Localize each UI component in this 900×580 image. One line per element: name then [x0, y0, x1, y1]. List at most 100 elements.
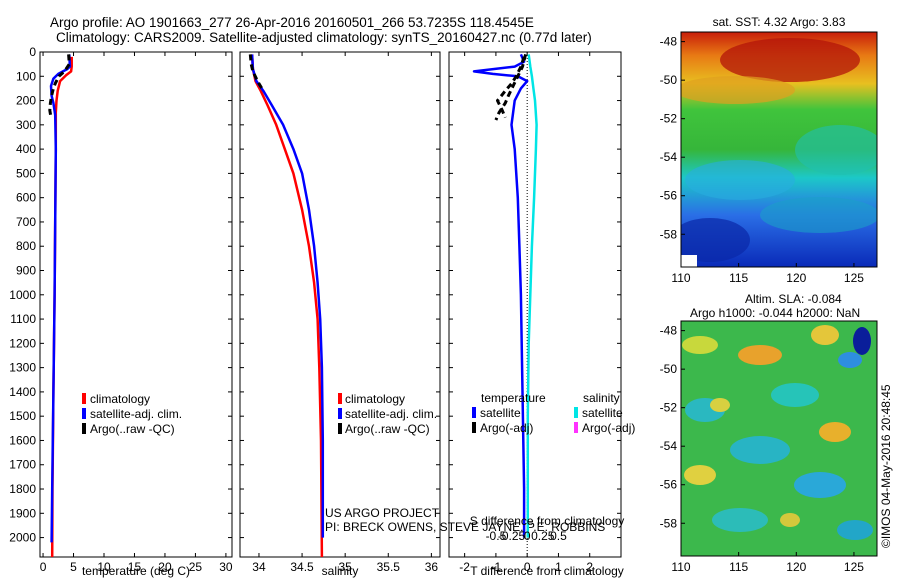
sla-map-axes [680, 320, 878, 557]
sla-map-subtitle: Argo h1000: -0.044 h2000: NaN [690, 306, 860, 320]
lat-tick-label: -54 [660, 439, 678, 453]
lat-tick-label: -56 [660, 478, 678, 492]
figure-subtitle: Climatology: CARS2009. Satellite-adjuste… [56, 30, 592, 45]
legend-group-temperature: temperature [481, 391, 546, 405]
s-difference-axis-label: S difference from climatology [470, 514, 625, 528]
lon-tick-label: 120 [786, 271, 806, 285]
temperature-axis-ticks: 0 5 10 15 20 25 30 [40, 52, 233, 574]
difference-axes [448, 51, 622, 558]
x-tick-label: 34.5 [290, 560, 314, 574]
depth-tick-label: 700 [16, 215, 36, 229]
x-tick-label: 25 [189, 560, 203, 574]
temperature-axis-label: temperature (deg C) [82, 564, 190, 578]
difference-panel: -2 -1 0 1 2 S difference from climatology -0… [448, 51, 635, 578]
s-diff-tick-label: 0.5 [550, 529, 567, 543]
temperature-series [48, 54, 73, 557]
depth-tick-label: 500 [16, 166, 36, 180]
salinity-axes [239, 51, 441, 558]
lon-tick-label: 125 [844, 271, 864, 285]
difference-series [472, 52, 538, 557]
legend-swatch-s-satellite [574, 407, 578, 418]
lon-tick-label: 110 [671, 271, 690, 285]
x-tick-label: 35 [338, 560, 352, 574]
s-diff-tick-label: -0.5 [486, 529, 507, 543]
depth-tick-label: 1100 [10, 312, 36, 326]
series-satellite-adj-clim- [49, 54, 72, 543]
legend-swatch-t-argo [472, 422, 476, 433]
series-climatology [250, 54, 324, 557]
sst-lon-ticks: 110 115 120 125 [671, 263, 864, 285]
series-salinity-argo-adj- [494, 54, 528, 121]
temperature-legend: climatology satellite-adj. clim. Argo(..… [82, 392, 182, 436]
legend-label-climatology: climatology [345, 392, 405, 406]
s-difference-axis-ticks: -0.5-0.250 0.250.5 [486, 529, 568, 543]
depth-tick-label: 900 [16, 264, 36, 278]
legend-swatch-satellite [338, 408, 342, 419]
sla-lat-ticks: -48 -50 -52 -54 -56 -58 [660, 324, 685, 530]
legend-label-t-argo: Argo(-adj) [480, 421, 533, 435]
x-tick-label: 20 [158, 560, 172, 574]
lon-tick-label: 120 [786, 560, 806, 574]
lat-tick-label: -56 [660, 189, 678, 203]
lat-tick-label: -50 [660, 73, 678, 87]
series-satellite-adj-clim- [250, 54, 325, 538]
t-difference-axis-label: T difference from climatology [470, 564, 624, 578]
lat-tick-label: -58 [660, 227, 678, 241]
lat-tick-label: -52 [660, 401, 678, 415]
depth-axis-ticks: 0 100 200 300 400 500 600 700 800 900 1000 1100 1200… [9, 45, 232, 545]
legend-swatch-satellite [82, 408, 86, 419]
legend-swatch-climatology [82, 393, 86, 404]
depth-tick-label: 2000 [9, 531, 36, 545]
lat-tick-label: -48 [660, 324, 678, 338]
x-tick-label: 0 [524, 560, 531, 574]
lat-tick-label: -54 [660, 150, 678, 164]
depth-tick-label: 400 [16, 142, 36, 156]
t-difference-axis-ticks: -2 -1 0 1 2 [459, 52, 593, 574]
s-diff-tick-label: 0 [524, 529, 531, 543]
pi-label: PI: BRECK OWENS, STEVE JAYNE, P.E. ROBBI… [325, 520, 605, 534]
sla-lon-ticks: 110 115 120 125 [671, 552, 864, 574]
legend-swatch-argo [82, 423, 86, 434]
x-tick-label: -2 [459, 560, 470, 574]
depth-tick-label: 1200 [9, 336, 36, 350]
lat-tick-label: -52 [660, 112, 678, 126]
legend-swatch-s-argo [574, 422, 578, 433]
depth-tick-label: 100 [16, 69, 36, 83]
figure-title: Argo profile: AO 1901663_277 26-Apr-2016… [50, 15, 534, 30]
depth-tick-label: 300 [16, 118, 36, 132]
difference-depth-ticks [449, 51, 621, 539]
series-argo-raw-qc- [248, 54, 265, 92]
credit-label: ©IMOS 04-May-2016 20:48:45 [879, 384, 893, 548]
depth-tick-label: 1600 [9, 433, 36, 447]
legend-label-satellite: satellite-adj. clim. [345, 407, 437, 421]
legend-label-argo: Argo(..raw -QC) [345, 422, 430, 436]
x-tick-label: 2 [586, 560, 593, 574]
depth-tick-label: 1900 [9, 506, 36, 520]
depth-tick-label: 1400 [9, 385, 36, 399]
x-tick-label: 36 [425, 560, 439, 574]
legend-label-s-satellite: satellite [582, 406, 623, 420]
lat-tick-label: -58 [660, 516, 678, 530]
x-tick-label: 1 [555, 560, 562, 574]
legend-label-argo: Argo(..raw -QC) [90, 422, 175, 436]
lat-tick-label: -48 [660, 35, 678, 49]
sst-map: sat. SST: 4.32 Argo: 3.83 -48 -50 -52 -54 -5… [660, 15, 878, 285]
s-diff-tick-label: 0.25 [531, 529, 555, 543]
x-tick-label: 10 [97, 560, 111, 574]
depth-tick-label: 1000 [9, 288, 36, 302]
salinity-panel: 34 34.5 35 35.5 36 salinity climatology sate… [239, 51, 605, 578]
sst-map-axes [680, 31, 878, 268]
sst-heatmap [681, 32, 877, 267]
depth-tick-label: 1700 [9, 458, 36, 472]
sst-map-title: sat. SST: 4.32 Argo: 3.83 [713, 15, 846, 29]
salinity-axis-ticks: 34 34.5 35 35.5 36 [252, 52, 438, 574]
depth-tick-label: 200 [16, 94, 36, 108]
legend-swatch-t-satellite [472, 407, 476, 418]
legend-group-salinity: salinity [583, 391, 620, 405]
legend-swatch-climatology [338, 393, 342, 404]
lat-tick-label: -50 [660, 362, 678, 376]
difference-legend: temperature salinity satellite Argo(-adj… [472, 391, 635, 435]
lon-tick-label: 115 [729, 271, 748, 285]
sla-map-title: Altim. SLA: -0.084 [745, 292, 842, 306]
